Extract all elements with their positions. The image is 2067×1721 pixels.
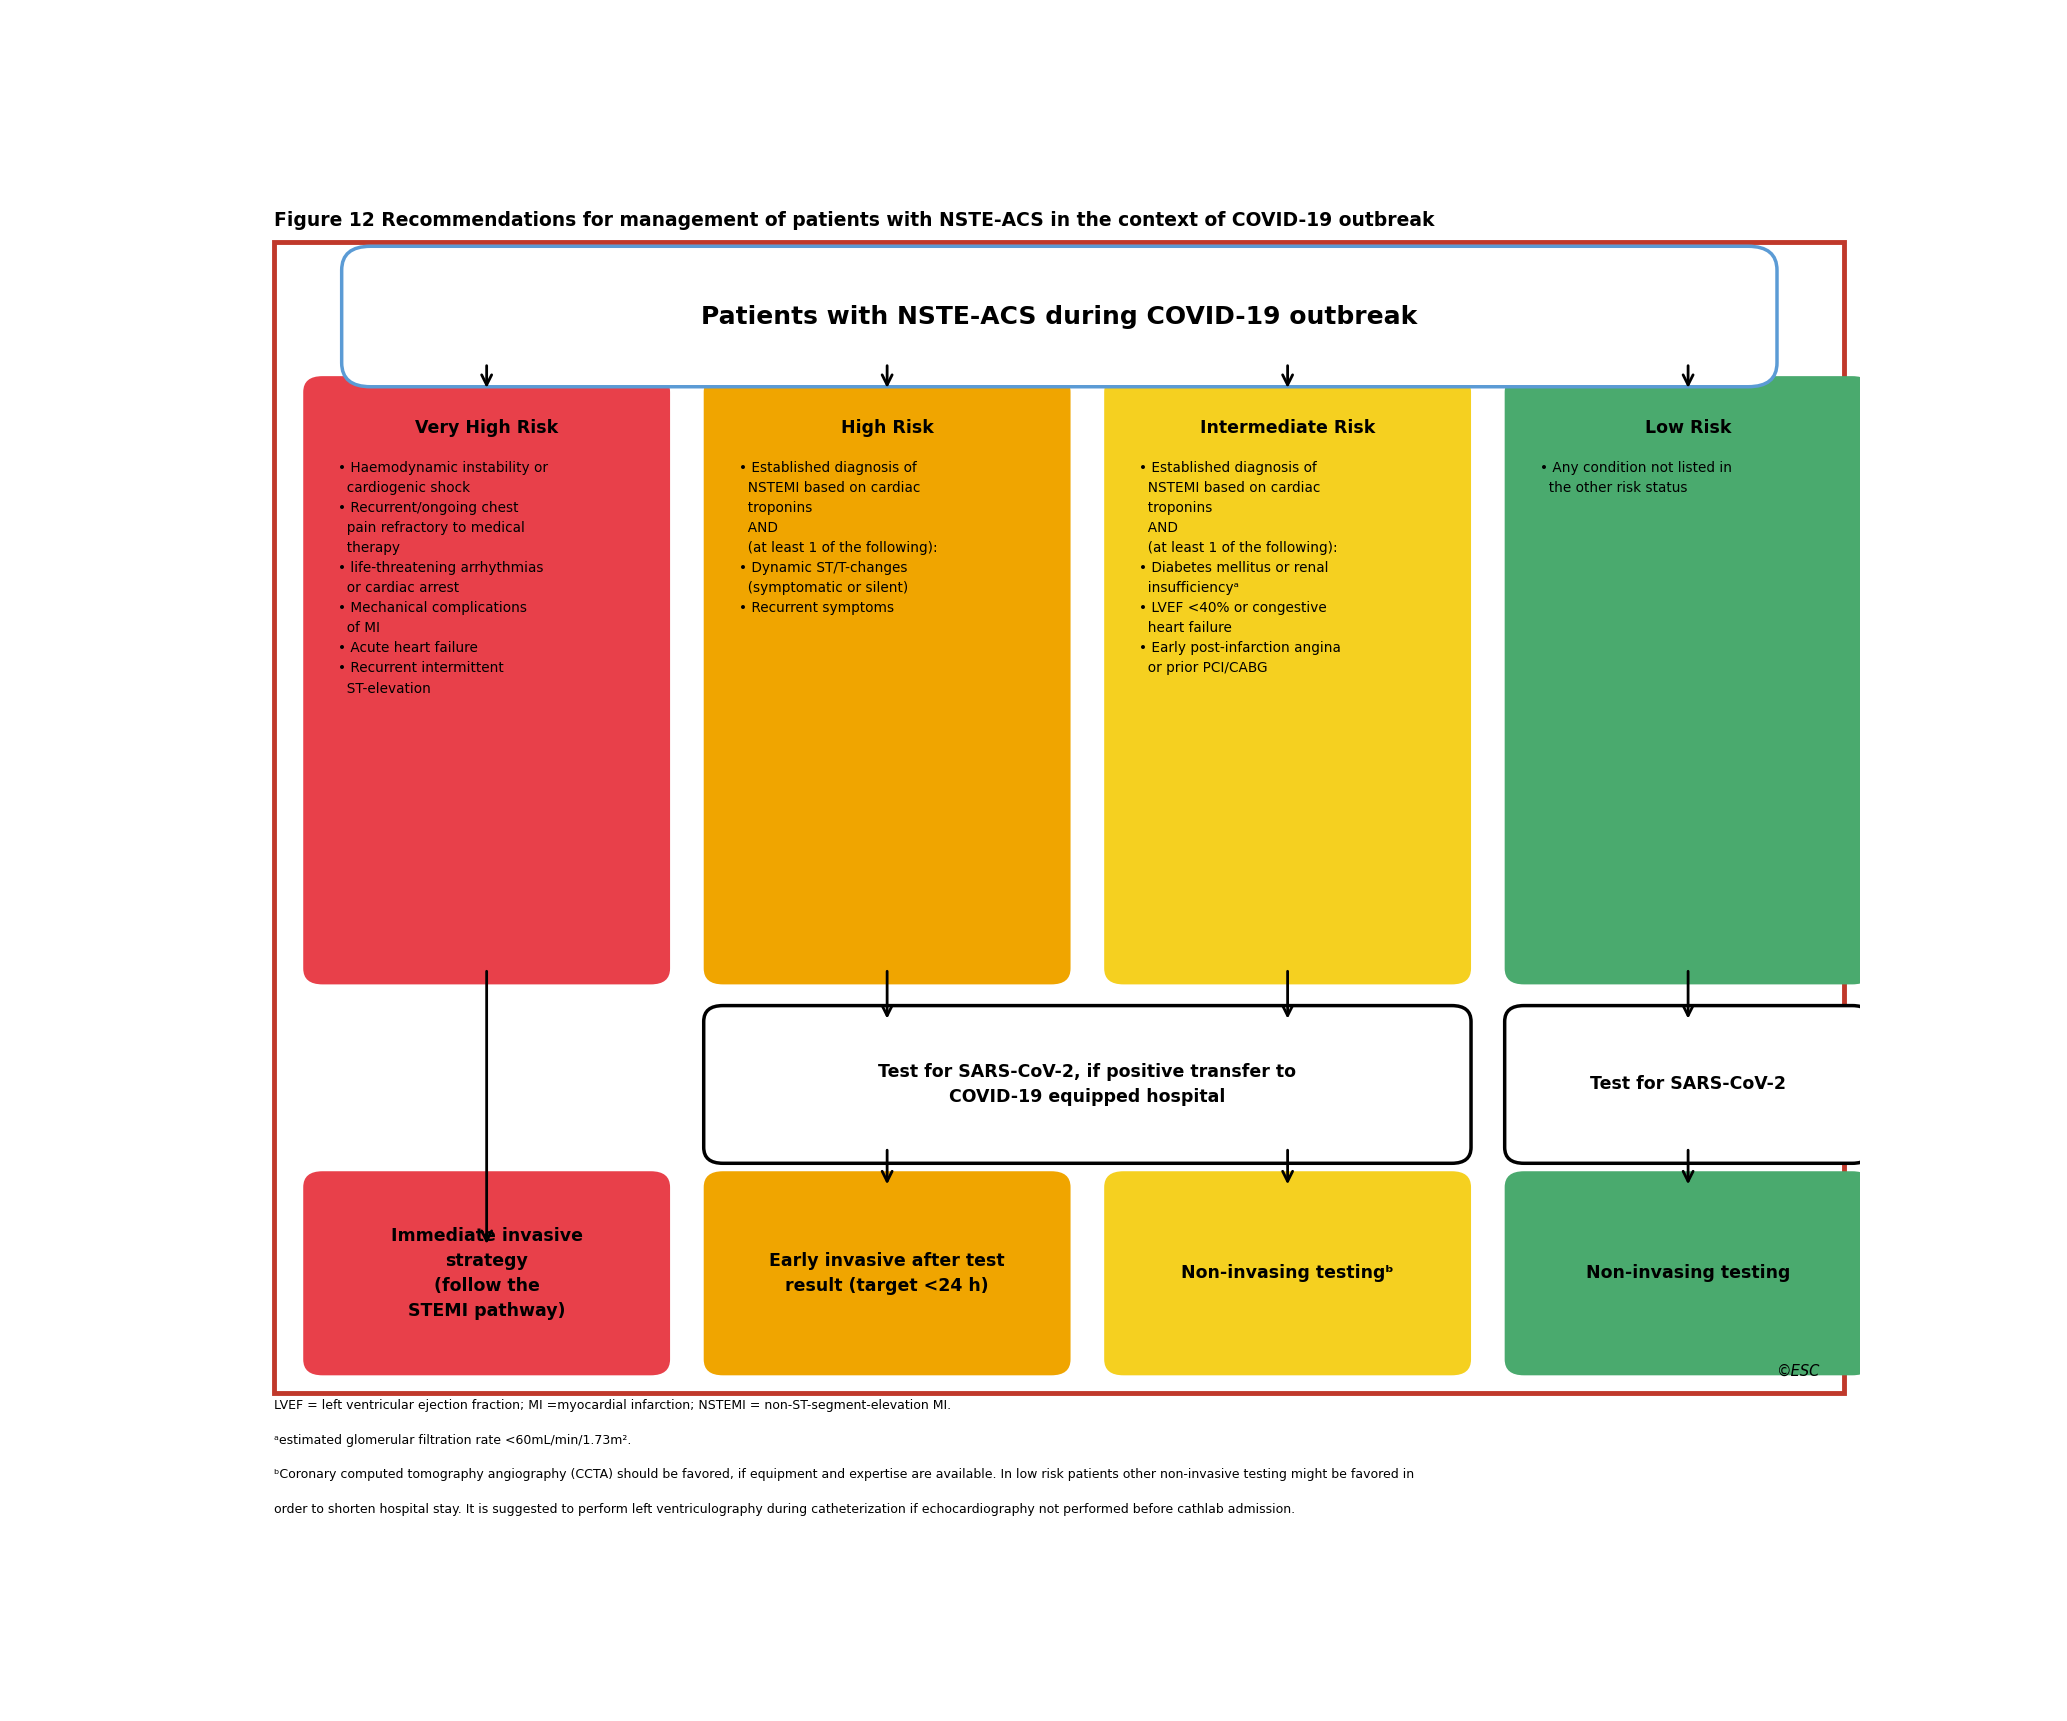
Text: Figure 12 Recommendations for management of patients with NSTE-ACS in the contex: Figure 12 Recommendations for management… bbox=[275, 212, 1434, 231]
Text: ᵇCoronary computed tomography angiography (CCTA) should be favored, if equipment: ᵇCoronary computed tomography angiograph… bbox=[275, 1468, 1414, 1482]
Text: ᵃestimated glomerular filtration rate <60mL/min/1.73m².: ᵃestimated glomerular filtration rate <6… bbox=[275, 1434, 633, 1447]
Text: ©ESC: ©ESC bbox=[1778, 1365, 1821, 1379]
Text: Patients with NSTE-ACS during COVID-19 outbreak: Patients with NSTE-ACS during COVID-19 o… bbox=[701, 305, 1418, 329]
Text: Intermediate Risk: Intermediate Risk bbox=[1201, 418, 1375, 437]
Text: Non-invasing testingᵇ: Non-invasing testingᵇ bbox=[1182, 1265, 1393, 1282]
Text: Low Risk: Low Risk bbox=[1645, 418, 1732, 437]
Text: Non-invasing testing: Non-invasing testing bbox=[1585, 1265, 1790, 1282]
FancyBboxPatch shape bbox=[1104, 1172, 1472, 1375]
Text: Very High Risk: Very High Risk bbox=[415, 418, 558, 437]
FancyBboxPatch shape bbox=[703, 1172, 1071, 1375]
Text: Immediate invasive
strategy
(follow the
STEMI pathway): Immediate invasive strategy (follow the … bbox=[391, 1227, 583, 1320]
FancyBboxPatch shape bbox=[1104, 377, 1472, 984]
FancyBboxPatch shape bbox=[304, 377, 670, 984]
FancyBboxPatch shape bbox=[1505, 1005, 1871, 1163]
FancyBboxPatch shape bbox=[341, 246, 1778, 387]
Text: • Any condition not listed in
  the other risk status: • Any condition not listed in the other … bbox=[1540, 461, 1732, 496]
FancyBboxPatch shape bbox=[703, 1005, 1472, 1163]
FancyBboxPatch shape bbox=[275, 243, 1844, 1392]
Text: LVEF = left ventricular ejection fraction; MI =myocardial infarction; NSTEMI = n: LVEF = left ventricular ejection fractio… bbox=[275, 1399, 951, 1413]
Text: High Risk: High Risk bbox=[841, 418, 934, 437]
FancyBboxPatch shape bbox=[304, 1172, 670, 1375]
Text: Early invasive after test
result (target <24 h): Early invasive after test result (target… bbox=[769, 1251, 1005, 1294]
Text: • Established diagnosis of
  NSTEMI based on cardiac
  troponins
  AND
  (at lea: • Established diagnosis of NSTEMI based … bbox=[740, 461, 938, 616]
FancyBboxPatch shape bbox=[703, 377, 1071, 984]
Text: Test for SARS-CoV-2: Test for SARS-CoV-2 bbox=[1590, 1076, 1786, 1093]
Text: • Established diagnosis of
  NSTEMI based on cardiac
  troponins
  AND
  (at lea: • Established diagnosis of NSTEMI based … bbox=[1139, 461, 1341, 675]
FancyBboxPatch shape bbox=[1505, 1172, 1871, 1375]
Text: order to shorten hospital stay. It is suggested to perform left ventriculography: order to shorten hospital stay. It is su… bbox=[275, 1502, 1296, 1516]
Text: Test for SARS-CoV-2, if positive transfer to
COVID-19 equipped hospital: Test for SARS-CoV-2, if positive transfe… bbox=[878, 1064, 1296, 1107]
FancyBboxPatch shape bbox=[1505, 377, 1871, 984]
Text: • Haemodynamic instability or
  cardiogenic shock
• Recurrent/ongoing chest
  pa: • Haemodynamic instability or cardiogeni… bbox=[339, 461, 548, 695]
